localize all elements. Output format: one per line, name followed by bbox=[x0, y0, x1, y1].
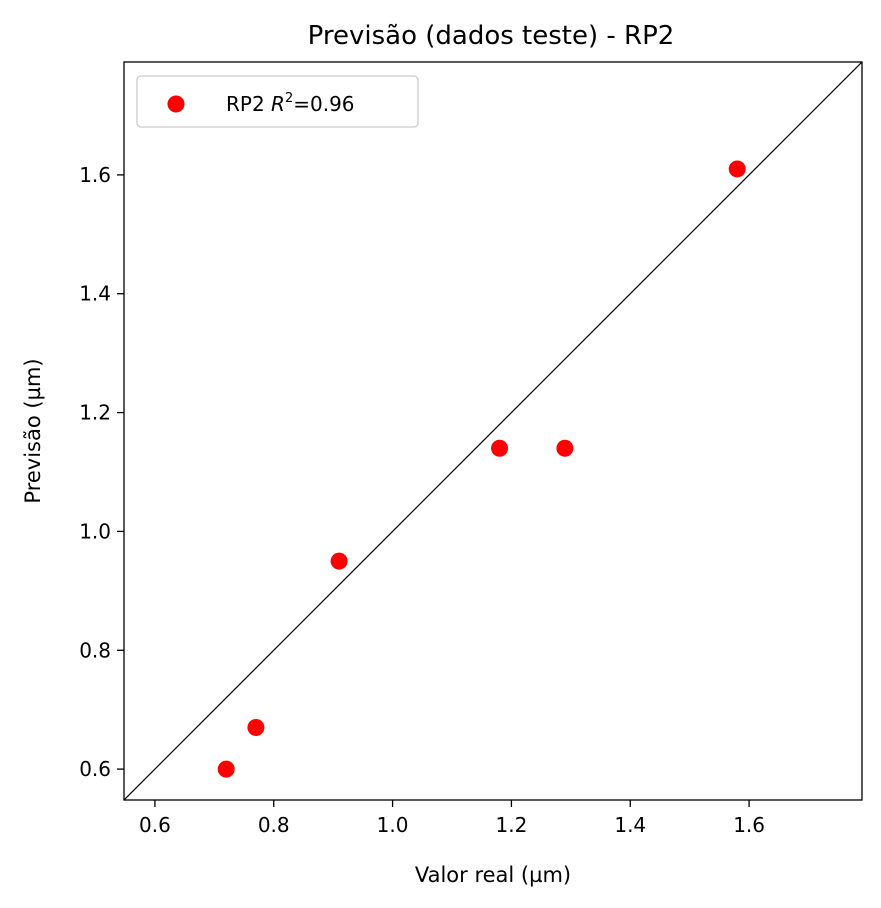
legend-marker bbox=[167, 95, 185, 113]
scatter-point bbox=[728, 160, 746, 178]
x-tick-label: 1.4 bbox=[614, 813, 646, 837]
legend-label-r-symbol: R bbox=[271, 92, 285, 116]
legend-label: RP2 R2=0.96 bbox=[226, 91, 355, 116]
x-tick-label: 0.6 bbox=[139, 813, 171, 837]
y-tick-label: 0.6 bbox=[79, 757, 111, 781]
plot-area bbox=[124, 62, 862, 800]
chart-title: Previsão (dados teste) - RP2 bbox=[308, 21, 675, 51]
legend: RP2 R2=0.96 bbox=[136, 75, 419, 128]
x-tick-label: 1.2 bbox=[496, 813, 528, 837]
y-tick-label: 1.4 bbox=[79, 282, 111, 306]
legend-label-prefix: RP2 bbox=[226, 92, 271, 116]
x-axis-label: Valor real (µm) bbox=[415, 863, 571, 887]
identity-line bbox=[124, 62, 862, 800]
legend-box bbox=[136, 75, 419, 128]
y-axis-label: Previsão (µm) bbox=[21, 358, 45, 503]
x-axis-ticks: 0.6 0.8 1.0 1.2 1.4 1.6 bbox=[139, 800, 765, 837]
y-tick-label: 1.6 bbox=[79, 163, 111, 187]
scatter-point bbox=[330, 552, 348, 570]
scatter-point bbox=[247, 719, 265, 737]
y-tick-label: 1.0 bbox=[79, 519, 111, 543]
scatter-point bbox=[491, 439, 509, 457]
plot-frame bbox=[123, 61, 863, 801]
scatter-points bbox=[217, 160, 746, 778]
x-tick-label: 0.8 bbox=[258, 813, 290, 837]
scatter-point bbox=[556, 439, 574, 457]
y-tick-label: 0.8 bbox=[79, 638, 111, 662]
x-tick-label: 1.6 bbox=[733, 813, 765, 837]
legend-label-suffix: =0.96 bbox=[293, 92, 354, 116]
y-axis-ticks: 0.6 0.8 1.0 1.2 1.4 1.6 bbox=[79, 163, 124, 781]
y-tick-label: 1.2 bbox=[79, 401, 111, 425]
scatter-point bbox=[217, 760, 235, 778]
x-tick-label: 1.0 bbox=[377, 813, 409, 837]
legend-label-exponent: 2 bbox=[285, 91, 293, 106]
